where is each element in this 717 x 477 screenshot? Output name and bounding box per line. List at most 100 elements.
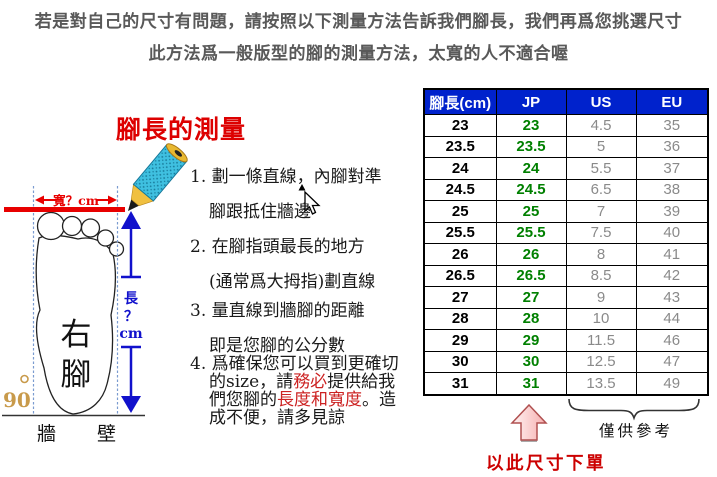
instruction-4-text-2: 提供給我們您腳的	[209, 372, 396, 410]
instruction-4-text: 4. 爲確保您可以買到更確切的size，請	[190, 354, 399, 392]
cell-us: 8.5	[565, 264, 637, 287]
cell-cm: 27	[423, 286, 497, 309]
instruction-4: 4. 爲確保您可以買到更確切的size，請務必提供給我們您腳的長度和寬度。造成不…	[190, 355, 409, 427]
cell-eu: 49	[635, 372, 709, 395]
cell-eu: 42	[635, 264, 709, 287]
cell-jp: 28	[495, 307, 567, 330]
order-note: 以此尺寸下單	[486, 454, 606, 474]
foot-label-right: 右	[61, 317, 92, 353]
instruction-3: 3. 量直線到牆腳的距離 即是您腳的公分數	[190, 294, 365, 364]
cell-us: 6.5	[565, 178, 637, 201]
cell-jp: 26.5	[495, 264, 567, 287]
cell-cm: 26.5	[423, 264, 497, 287]
degree-icon	[20, 374, 29, 384]
cell-cm: 23	[423, 114, 497, 137]
diagram-title: 腳長的測量	[116, 115, 247, 144]
cell-eu: 40	[635, 221, 709, 244]
foot-toe-3	[80, 218, 101, 238]
cell-cm: 26	[423, 243, 497, 266]
table-row: 31 31 13.5 49	[423, 372, 709, 395]
cell-eu: 46	[635, 329, 709, 352]
cell-us: 5	[565, 135, 637, 158]
cell-eu: 37	[635, 157, 709, 180]
table-row: 26.5 26.5 8.5 42	[423, 264, 709, 287]
col-header-footlength: 腳長(cm)	[423, 88, 497, 115]
cell-jp: 26	[495, 243, 567, 266]
cell-jp: 24	[495, 157, 567, 180]
cell-us: 7	[565, 200, 637, 223]
cell-us: 7.5	[565, 221, 637, 244]
right-angle-label: 90	[3, 374, 31, 412]
size-table: 腳長(cm) JP US EU 23 23 4.5 35 23.5 23.5 5 36 24…	[423, 88, 709, 396]
cell-cm: 25.5	[423, 221, 497, 244]
cell-us: 10	[565, 307, 637, 330]
header-line-1: 若是對自己的尺寸有問題，請按照以下測量方法告訴我們腳長，我們再爲您挑選尺寸	[34, 12, 683, 32]
cell-us: 4.5	[565, 114, 637, 137]
cell-eu: 38	[635, 178, 709, 201]
instruction-3-line-2: 即是您腳的公分數	[209, 336, 345, 356]
col-header-jp: JP	[495, 88, 567, 115]
cell-jp: 29	[495, 329, 567, 352]
cell-us: 8	[565, 243, 637, 266]
instruction-4-emphasis-2: 長度和寬度	[277, 390, 362, 410]
table-row: 30 30 12.5 47	[423, 350, 709, 373]
cell-eu: 35	[635, 114, 709, 137]
length-label-1: 長	[124, 291, 139, 307]
foot-outline	[35, 234, 117, 415]
table-row: 26 26 8 41	[423, 243, 709, 266]
instruction-2-line-2: (通常爲大拇指)劃直線	[209, 272, 376, 292]
length-dimension-arrow: 長 ？ cm	[119, 211, 143, 413]
reference-note: 僅供參考	[599, 422, 674, 440]
col-header-eu: EU	[635, 88, 709, 115]
cell-jp: 23	[495, 114, 567, 137]
cell-cm: 23.5	[423, 135, 497, 158]
drawn-red-line	[4, 207, 125, 212]
table-row: 25 25 7 39	[423, 200, 709, 223]
cell-cm: 25	[423, 200, 497, 223]
foot-toe-4	[96, 229, 115, 247]
cell-eu: 47	[635, 350, 709, 373]
table-row: 24 24 5.5 37	[423, 157, 709, 180]
wall-label-1: 牆	[37, 423, 56, 445]
foot-toe-5	[108, 241, 125, 257]
width-dimension-arrow: 寬？cm	[35, 193, 117, 208]
cell-us: 9	[565, 286, 637, 309]
cell-cm: 24	[423, 157, 497, 180]
table-row: 29 29 11.5 46	[423, 329, 709, 352]
instruction-2-line-1: 2. 在腳指頭最長的地方	[190, 237, 365, 257]
foot-toe-2	[61, 215, 83, 237]
length-label-3: cm	[119, 326, 143, 342]
cell-cm: 31	[423, 372, 497, 395]
cell-jp: 25.5	[495, 221, 567, 244]
instruction-1-line-2: 腳跟抵住牆邊	[209, 202, 311, 222]
cell-us: 13.5	[565, 372, 637, 395]
mouse-cursor-icon	[298, 184, 321, 215]
table-row: 28 28 10 44	[423, 307, 709, 330]
cell-jp: 23.5	[495, 135, 567, 158]
cell-us: 5.5	[565, 157, 637, 180]
header-line-2: 此方法爲一般版型的腳的測量方法，太寬的人不適合喔	[148, 44, 569, 64]
cell-eu: 44	[635, 307, 709, 330]
cell-cm: 24.5	[423, 178, 497, 201]
length-label-2: ？	[124, 309, 138, 325]
cell-cm: 30	[423, 350, 497, 373]
instruction-4-text-3: 。造成不便，請多見諒	[209, 390, 396, 428]
cell-eu: 43	[635, 286, 709, 309]
cell-jp: 25	[495, 200, 567, 223]
angle-value: 90	[3, 388, 31, 412]
cell-us: 11.5	[565, 329, 637, 352]
cell-eu: 39	[635, 200, 709, 223]
cell-us: 12.5	[565, 350, 637, 373]
foot-big-toe	[36, 211, 66, 241]
foot-label-foot: 腳	[61, 357, 92, 393]
cell-cm: 28	[423, 307, 497, 330]
pencil-icon	[128, 143, 188, 211]
instruction-2: 2. 在腳指頭最長的地方 (通常爲大拇指)劃直線	[190, 230, 375, 300]
table-row: 23.5 23.5 5 36	[423, 135, 709, 158]
wall-label-2: 壁	[97, 423, 116, 445]
instruction-1-line-1: 1. 劃一條直線，內腳對準	[190, 167, 382, 187]
table-row: 23 23 4.5 35	[423, 114, 709, 137]
cell-jp: 30	[495, 350, 567, 373]
brace-icon	[568, 398, 700, 421]
